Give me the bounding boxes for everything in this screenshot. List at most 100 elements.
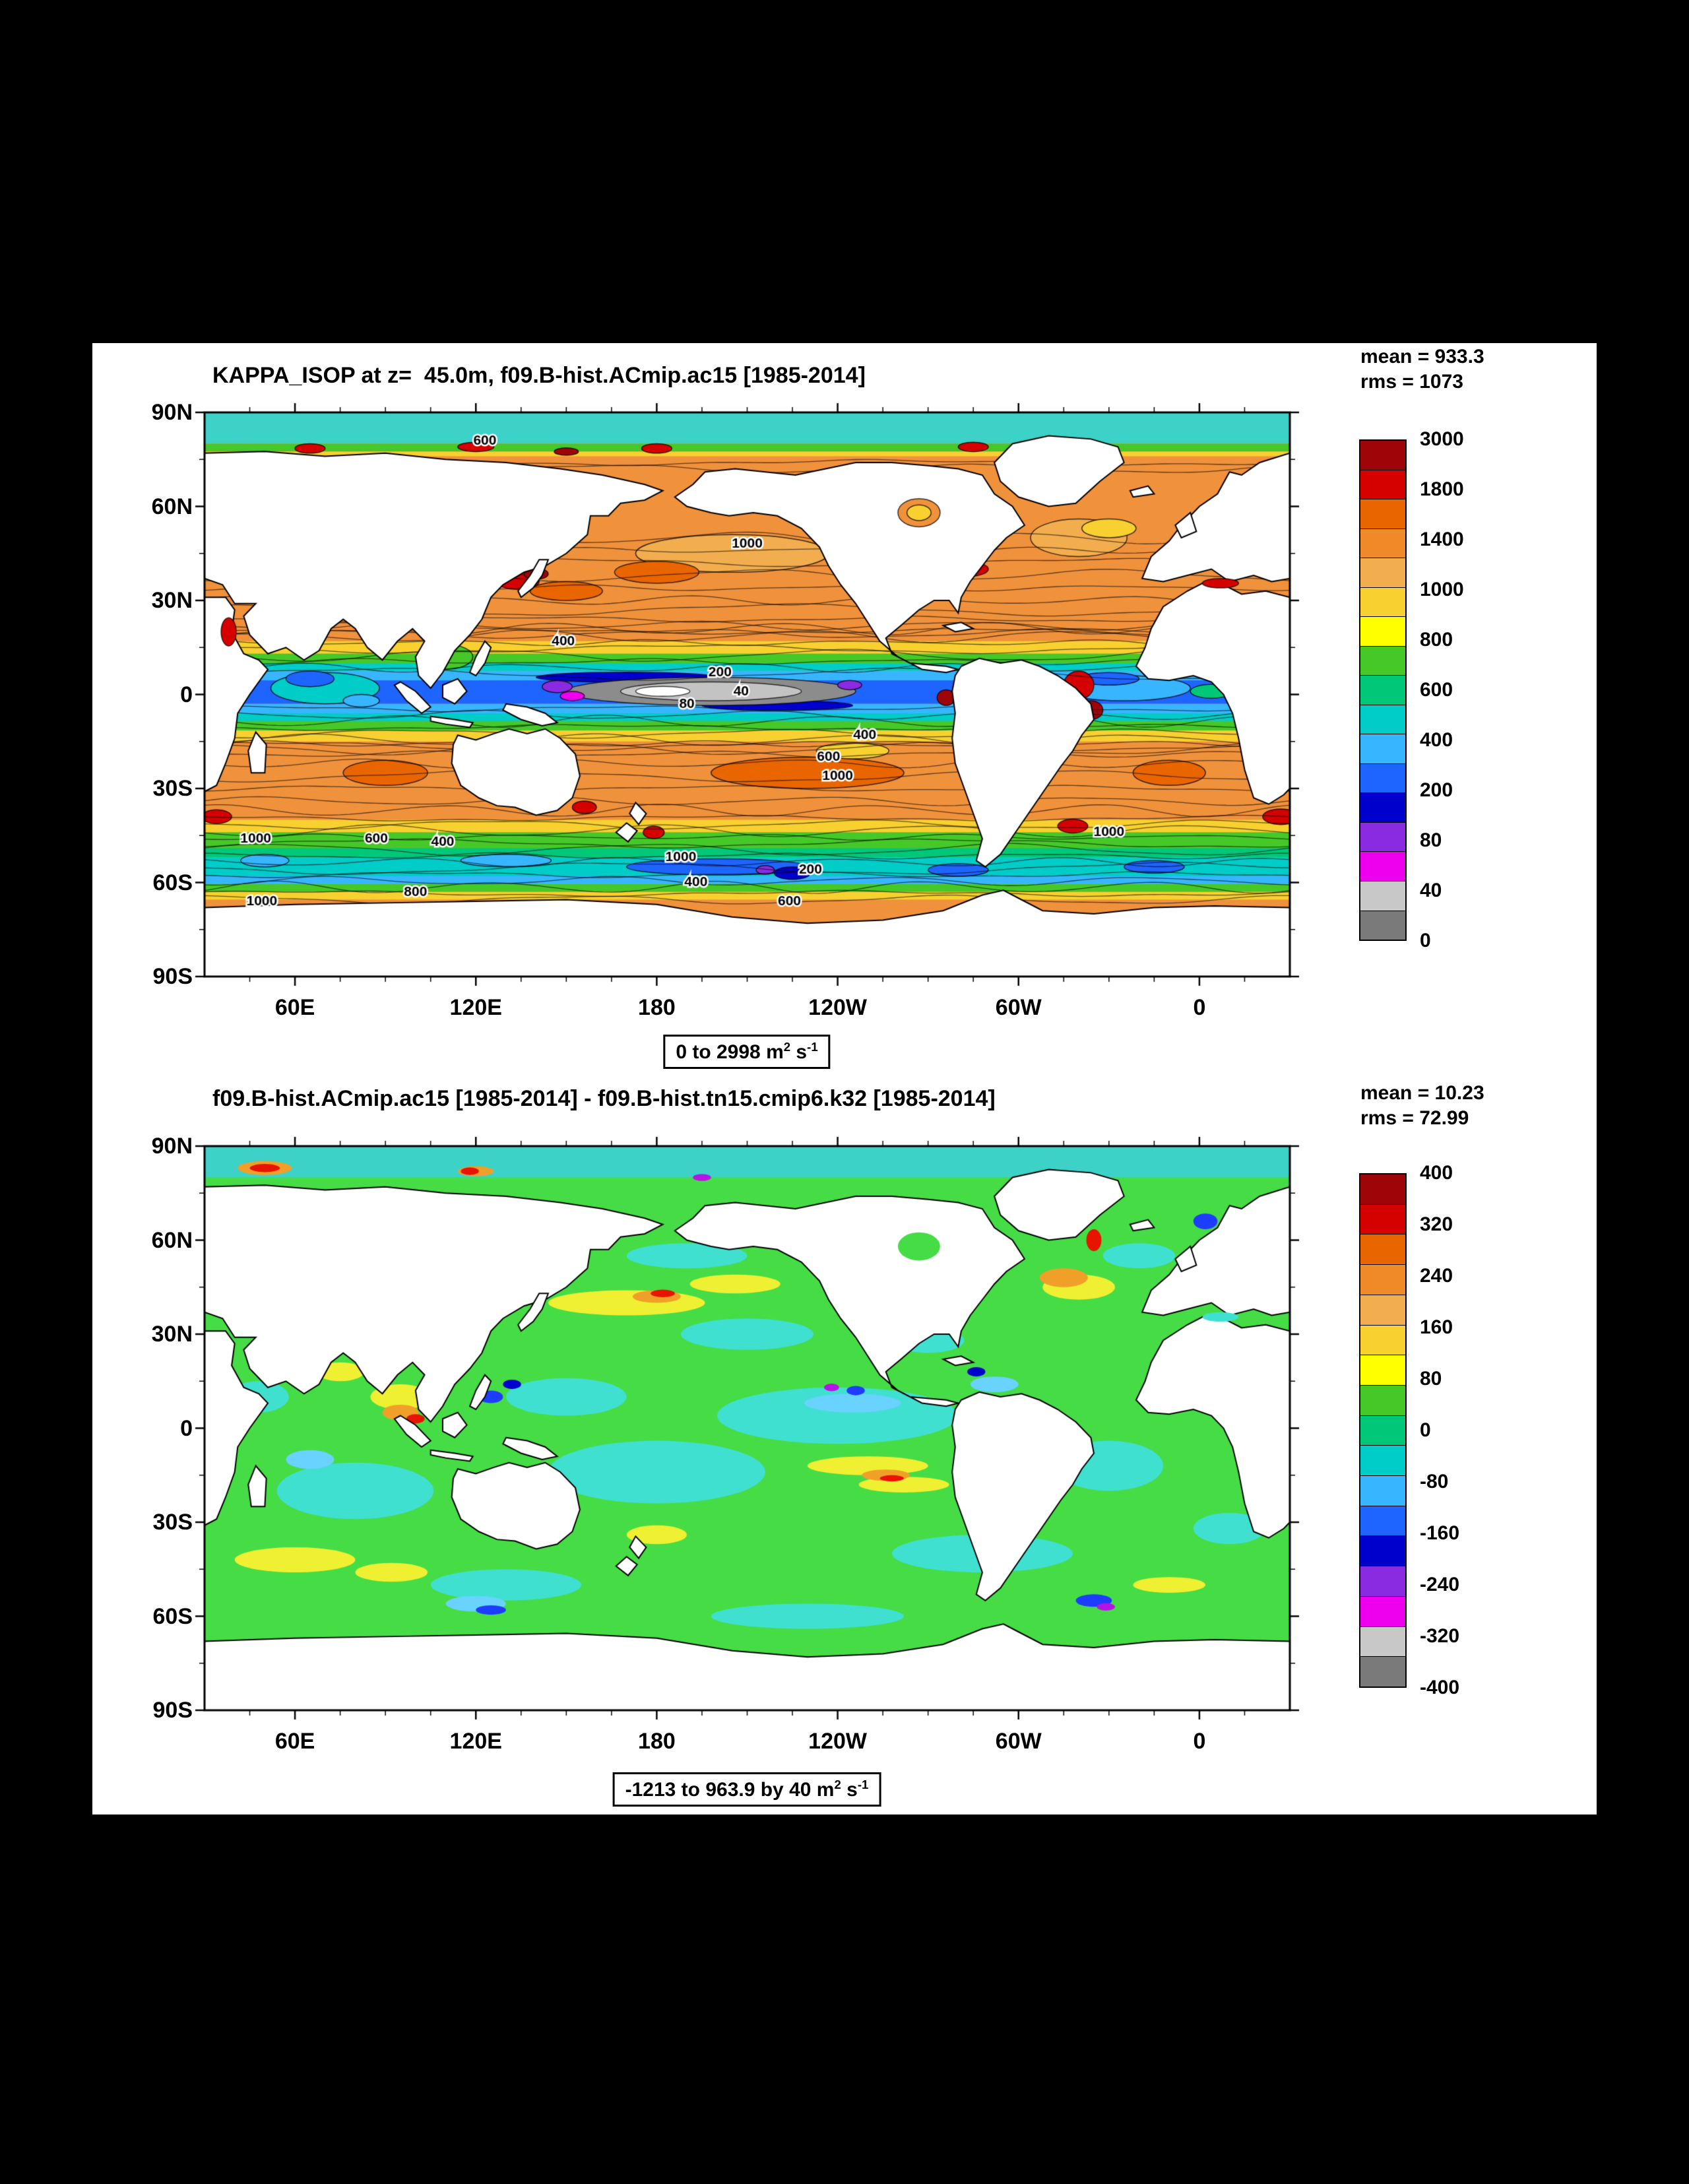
plot1-title: KAPPA_ISOP at z= 45.0m, f09.B-hist.ACmip… bbox=[212, 363, 866, 388]
colorbar-tick-label: 320 bbox=[1420, 1213, 1453, 1235]
plot2-mean-value: mean = 10.23 bbox=[1360, 1082, 1484, 1104]
y-axis-tick-label: 60N bbox=[151, 1227, 193, 1253]
x-axis-tick-label: 120W bbox=[808, 1729, 867, 1754]
plot1-range-mid: s bbox=[790, 1041, 808, 1063]
colorbar-segment bbox=[1360, 910, 1405, 940]
colorbar-segment bbox=[1360, 1234, 1405, 1265]
plot2-map-canvas bbox=[191, 1133, 1303, 1723]
y-axis-tick-label: 0 bbox=[180, 682, 193, 707]
colorbar-tick-label: 0 bbox=[1420, 1419, 1431, 1441]
colorbar-tick-label: -160 bbox=[1420, 1522, 1460, 1544]
colorbar-segment bbox=[1360, 469, 1405, 499]
plot2-stats: mean = 10.23 rms = 72.99 bbox=[1360, 1081, 1484, 1131]
y-axis-tick-label: 30S bbox=[152, 776, 193, 801]
colorbar-segment bbox=[1360, 880, 1405, 911]
colorbar-tick-label: -320 bbox=[1420, 1625, 1460, 1647]
colorbar-tick-label: 40 bbox=[1420, 880, 1442, 901]
x-axis-tick-label: 60W bbox=[995, 995, 1042, 1020]
plot-panel: mean = 933.3 rms = 1073 KAPPA_ISOP at z=… bbox=[92, 343, 1597, 1815]
colorbar-segment bbox=[1360, 558, 1405, 587]
colorbar-tick-label: -80 bbox=[1420, 1471, 1449, 1493]
x-axis-tick-label: 180 bbox=[638, 1729, 676, 1754]
colorbar-segment bbox=[1360, 528, 1405, 558]
colorbar-tick-label: 0 bbox=[1420, 930, 1431, 951]
colorbar-segment bbox=[1360, 645, 1405, 676]
x-axis-tick-label: 120E bbox=[449, 995, 502, 1020]
x-axis-tick-label: 60E bbox=[274, 995, 315, 1020]
x-axis-tick-label: 120W bbox=[808, 995, 867, 1020]
colorbar-tick-label: 1000 bbox=[1420, 579, 1464, 600]
colorbar-tick-label: 400 bbox=[1420, 1162, 1453, 1184]
y-axis-tick-label: 60S bbox=[152, 1603, 193, 1629]
x-axis-tick-label: 0 bbox=[1193, 1729, 1206, 1754]
plot1-range-sup2: -1 bbox=[807, 1040, 818, 1054]
colorbar-tick-label: 80 bbox=[1420, 829, 1442, 851]
colorbar-segment bbox=[1360, 792, 1405, 822]
y-axis-tick-label: 30S bbox=[152, 1510, 193, 1535]
colorbar-segment bbox=[1360, 704, 1405, 734]
colorbar-segment bbox=[1360, 1566, 1405, 1596]
colorbar-tick-label: -240 bbox=[1420, 1574, 1460, 1595]
colorbar-segment bbox=[1360, 1626, 1405, 1657]
plot2-range-label: -1213 to 963.9 by 40 m2 s-1 bbox=[612, 1772, 881, 1807]
colorbar-segment bbox=[1360, 499, 1405, 529]
plot1-range-label: 0 to 2998 m2 s-1 bbox=[663, 1035, 831, 1069]
plot1-range-text: 0 to 2998 m bbox=[676, 1041, 784, 1063]
colorbar-segments bbox=[1359, 1173, 1407, 1688]
colorbar-segment bbox=[1360, 616, 1405, 646]
plot2-title: f09.B-hist.ACmip.ac15 [1985-2014] - f09.… bbox=[212, 1086, 996, 1111]
colorbar-tick-label: 240 bbox=[1420, 1265, 1453, 1287]
colorbar-segment bbox=[1360, 1294, 1405, 1325]
colorbar-tick-label: 400 bbox=[1420, 729, 1453, 751]
plot1-colorbar: 3000 1800 1400 1000 800 600 400 200 80 40 0 bbox=[1359, 428, 1464, 951]
y-axis-tick-label: 90N bbox=[151, 400, 193, 425]
colorbar-segment bbox=[1360, 441, 1405, 470]
colorbar-segment bbox=[1360, 1595, 1405, 1626]
plot1-rms-value: rms = 1073 bbox=[1360, 371, 1463, 393]
colorbar-segment bbox=[1360, 1264, 1405, 1295]
colorbar-segment bbox=[1360, 734, 1405, 763]
colorbar-segment bbox=[1360, 675, 1405, 705]
colorbar-segment bbox=[1360, 587, 1405, 617]
colorbar-segment bbox=[1360, 1656, 1405, 1686]
colorbar-tick-label: 160 bbox=[1420, 1316, 1453, 1338]
y-axis-tick-label: 30N bbox=[151, 1322, 193, 1347]
plot1-map: 60E 120E 180 120W 60W 0 90N 60N 30N 0 30S 60S 90S bbox=[152, 399, 1303, 1020]
x-axis-tick-label: 180 bbox=[638, 995, 676, 1020]
colorbar-segment bbox=[1360, 1445, 1405, 1476]
plot2-range-sup1: 2 bbox=[834, 1778, 841, 1791]
y-axis-tick-label: 30N bbox=[151, 588, 193, 613]
x-axis-tick-label: 120E bbox=[449, 1729, 502, 1754]
x-axis-tick-label: 60W bbox=[995, 1729, 1042, 1754]
y-axis-tick-label: 90S bbox=[152, 964, 193, 989]
plot2-range-sup2: -1 bbox=[857, 1778, 869, 1791]
colorbar-segment bbox=[1360, 1415, 1405, 1446]
colorbar-tick-label: 800 bbox=[1420, 629, 1453, 651]
plot1-stats: mean = 933.3 rms = 1073 bbox=[1360, 344, 1484, 395]
plot2-range-mid: s bbox=[841, 1779, 858, 1801]
colorbar-segment bbox=[1360, 851, 1405, 881]
plot2-range-text: -1213 to 963.9 by 40 m bbox=[625, 1779, 835, 1801]
plot2-rms-value: rms = 72.99 bbox=[1360, 1107, 1469, 1129]
colorbar-tick-label: 1400 bbox=[1420, 529, 1464, 550]
colorbar-tick-label: 200 bbox=[1420, 779, 1453, 801]
plot2-map: 60E 120E 180 120W 60W 0 90N 60N 30N 0 30S 60S 90S bbox=[152, 1133, 1303, 1754]
colorbar-tick-label: 80 bbox=[1420, 1368, 1442, 1390]
colorbar-segment bbox=[1360, 763, 1405, 793]
colorbar-tick-label: 600 bbox=[1420, 679, 1453, 701]
colorbar-segment bbox=[1360, 1324, 1405, 1355]
colorbar-segment bbox=[1360, 1174, 1405, 1204]
y-axis-tick-label: 90N bbox=[151, 1134, 193, 1159]
colorbar-tick-label: 3000 bbox=[1420, 428, 1464, 450]
colorbar-tick-label: 1800 bbox=[1420, 478, 1464, 500]
x-axis-tick-label: 60E bbox=[274, 1729, 315, 1754]
colorbar-segment bbox=[1360, 1505, 1405, 1536]
plot2-colorbar: 400 320 240 160 80 0 -80 -160 -240 -320 -400 bbox=[1359, 1162, 1459, 1698]
colorbar-segment bbox=[1360, 1475, 1405, 1506]
y-axis-tick-label: 90S bbox=[152, 1698, 193, 1723]
plot1-mean-value: mean = 933.3 bbox=[1360, 346, 1484, 368]
colorbar-tick-label: -400 bbox=[1420, 1677, 1460, 1698]
y-axis-tick-label: 0 bbox=[180, 1415, 193, 1441]
colorbar-segments bbox=[1359, 439, 1407, 941]
plot1-map-canvas bbox=[191, 399, 1303, 990]
